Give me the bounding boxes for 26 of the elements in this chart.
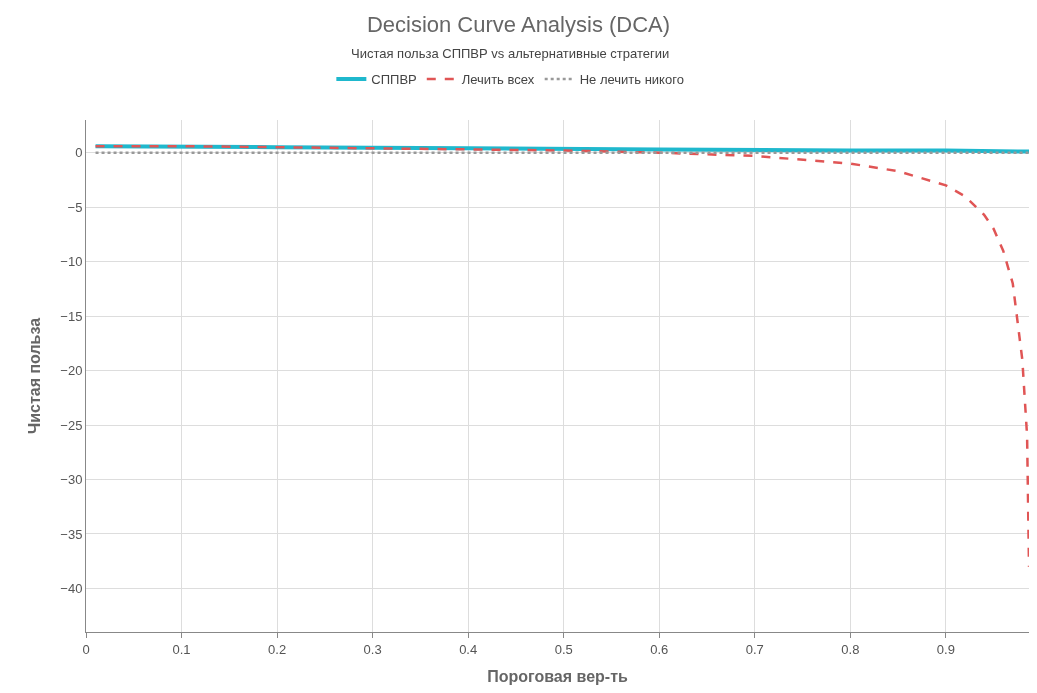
x-tick-label: 0.5 bbox=[554, 641, 573, 657]
x-tick-label: 0.6 bbox=[650, 641, 669, 657]
y-tick-label: −15 bbox=[60, 308, 83, 324]
x-axis-title: Пороговая вер-ть bbox=[487, 668, 628, 686]
legend-label: Не лечить никого bbox=[579, 72, 684, 88]
y-tick-label: −30 bbox=[60, 472, 83, 488]
y-tick-label: 0 bbox=[75, 145, 83, 161]
legend-label: СППВР bbox=[371, 72, 417, 88]
y-tick-label: −10 bbox=[60, 254, 83, 270]
chart-subtitle: Чистая польза СППВР vs альтернативные стратегии bbox=[351, 46, 670, 61]
y-tick-label: −20 bbox=[60, 363, 83, 379]
x-tick-label: 0.7 bbox=[745, 641, 764, 657]
x-tick-label: 0.2 bbox=[268, 641, 287, 657]
x-tick-label: 0.9 bbox=[936, 641, 955, 657]
x-tick-label: 0.4 bbox=[459, 641, 478, 657]
x-tick-label: 0.1 bbox=[172, 641, 191, 657]
line-series bbox=[94, 144, 1029, 568]
y-tick-label: −40 bbox=[60, 580, 83, 596]
y-tick-label: −25 bbox=[60, 417, 83, 433]
y-tick-label: −35 bbox=[60, 526, 83, 542]
y-axis-title: Чистая польза bbox=[26, 317, 44, 435]
x-tick-label: 0.3 bbox=[363, 641, 382, 657]
x-tick-label: 0.8 bbox=[841, 641, 860, 657]
chart-title: Decision Curve Analysis (DCA) bbox=[366, 11, 671, 37]
legend-label: Лечить всех bbox=[461, 72, 535, 88]
y-tick-label: −5 bbox=[67, 199, 83, 215]
